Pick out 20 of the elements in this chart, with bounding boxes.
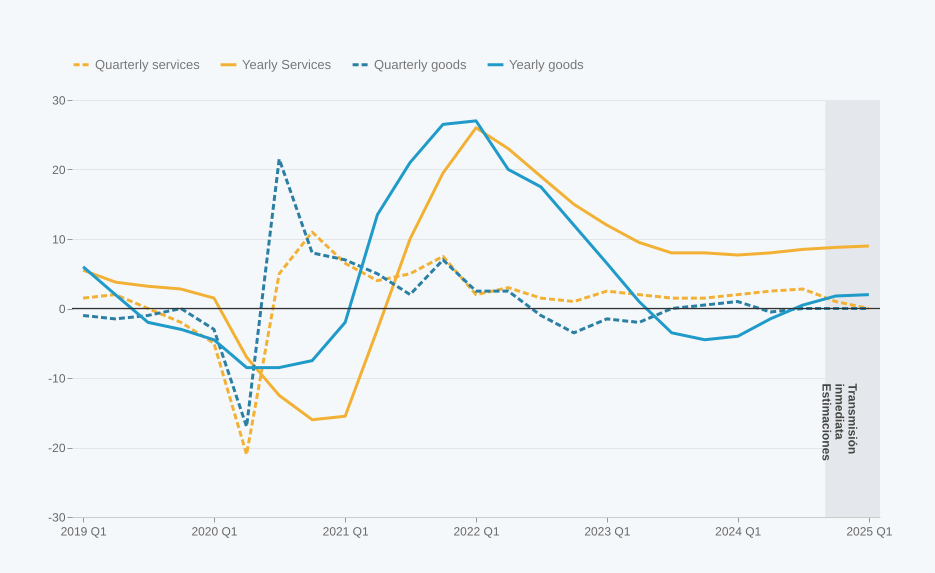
legend-label: Quarterly services — [95, 56, 200, 72]
x-tick-label: 2020 Q1 — [191, 524, 238, 538]
y-tick-label: 0 — [58, 302, 66, 316]
y-tick-label: 20 — [52, 163, 66, 177]
y-tick-label: -10 — [48, 372, 66, 386]
y-tick-label: 30 — [52, 94, 66, 108]
x-tick-label: 2019 Q1 — [60, 524, 107, 538]
x-tick-label: 2023 Q1 — [584, 524, 631, 538]
legend-label: Quarterly goods — [374, 56, 467, 72]
y-tick-label: 10 — [52, 232, 66, 246]
line-series — [82, 119, 870, 370]
x-tick-label: 2021 Q1 — [322, 524, 369, 538]
band-label: Transmisión inmediata Estimaciones — [820, 384, 860, 462]
x-tick-label: 2024 Q1 — [715, 524, 762, 538]
y-tick-label: -30 — [48, 510, 66, 524]
y-tick-label: -20 — [48, 441, 66, 455]
legend-label: Yearly Services — [242, 56, 332, 72]
x-tick-label: 2022 Q1 — [453, 524, 500, 538]
legend-label: Yearly goods — [509, 56, 584, 72]
x-tick-label: 2025 Q1 — [846, 524, 893, 538]
